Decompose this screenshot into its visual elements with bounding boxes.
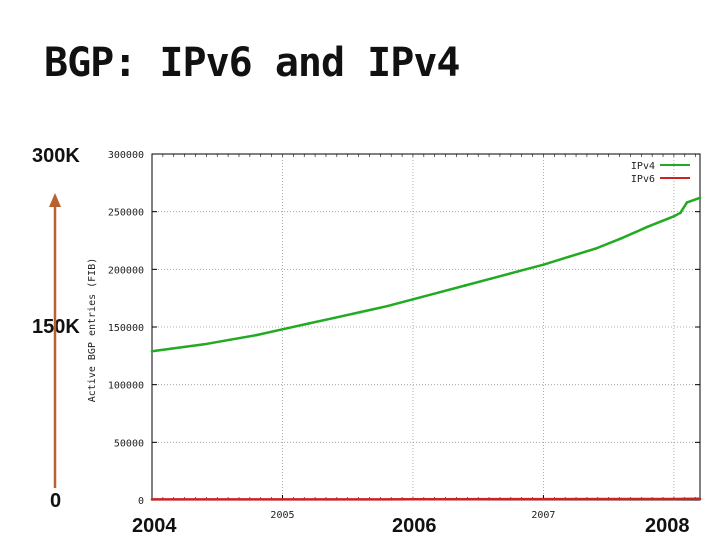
data-point-ipv4 xyxy=(679,211,682,215)
data-point-ipv4 xyxy=(516,270,519,273)
y-axis-label: Active BGP entries (FIB) xyxy=(87,258,98,403)
left-label-300k: 300K xyxy=(32,145,80,167)
y-tick-label: 300000 xyxy=(108,150,144,161)
x-tick-label: 2007 xyxy=(531,510,555,521)
y-tick-label: 150000 xyxy=(108,323,144,334)
slide-title: BGP: IPv6 and IPv4 xyxy=(44,40,460,86)
data-point-ipv4 xyxy=(359,310,363,314)
data-point-ipv4 xyxy=(176,346,180,350)
data-point-ipv4 xyxy=(542,263,545,267)
series-line-ipv4 xyxy=(151,196,701,353)
data-point-ipv4 xyxy=(150,349,154,353)
range-arrow xyxy=(49,193,61,488)
bottom-label-2004: 2004 xyxy=(132,515,177,537)
data-point-ipv4 xyxy=(307,322,310,325)
data-point-ipv4 xyxy=(463,284,467,287)
data-point-ipv4 xyxy=(646,225,650,228)
data-point-ipv4 xyxy=(281,328,284,331)
x-tick-label: 2005 xyxy=(270,510,294,521)
data-point-ipv4 xyxy=(698,196,702,200)
data-point-ipv6 xyxy=(411,497,415,501)
y-tick-label: 200000 xyxy=(108,265,144,276)
data-point-ipv4 xyxy=(594,247,597,250)
series-lines xyxy=(150,196,702,501)
left-label-0: 0 xyxy=(50,490,62,512)
data-point-ipv4 xyxy=(437,291,441,294)
legend-label-ipv6: IPv6 xyxy=(631,174,655,185)
y-tick-label: 100000 xyxy=(108,381,144,392)
plot-area xyxy=(151,153,701,501)
legend-label-ipv4: IPv4 xyxy=(631,161,655,172)
data-point-ipv4 xyxy=(202,343,206,346)
data-point-ipv4 xyxy=(672,214,676,218)
legend: IPv4 IPv6 xyxy=(631,161,690,185)
data-point-ipv4 xyxy=(620,236,624,240)
arrow-head xyxy=(49,193,61,207)
data-point-ipv6 xyxy=(672,497,676,501)
data-point-ipv4 xyxy=(489,277,493,280)
bottom-label-2008: 2008 xyxy=(645,515,690,537)
data-point-ipv6 xyxy=(281,498,284,501)
y-tick-label: 250000 xyxy=(108,208,144,219)
axis-labels: 0 50000 100000 150000 200000 250000 300000 2005… xyxy=(87,150,555,521)
bottom-label-2006: 2006 xyxy=(392,515,437,537)
y-tick-label: 0 xyxy=(138,496,144,507)
data-point-ipv4 xyxy=(685,201,689,204)
series-line-ipv6 xyxy=(152,497,701,501)
data-point-ipv6 xyxy=(150,498,154,501)
data-point-ipv4 xyxy=(255,333,258,337)
data-point-ipv4 xyxy=(333,316,336,320)
data-point-ipv4 xyxy=(568,255,571,258)
data-point-ipv6 xyxy=(698,497,702,501)
data-point-ipv4 xyxy=(385,304,389,308)
data-point-ipv4 xyxy=(228,338,232,341)
data-point-ipv4 xyxy=(411,298,415,301)
data-point-ipv6 xyxy=(542,497,545,501)
y-tick-label: 50000 xyxy=(114,438,144,449)
